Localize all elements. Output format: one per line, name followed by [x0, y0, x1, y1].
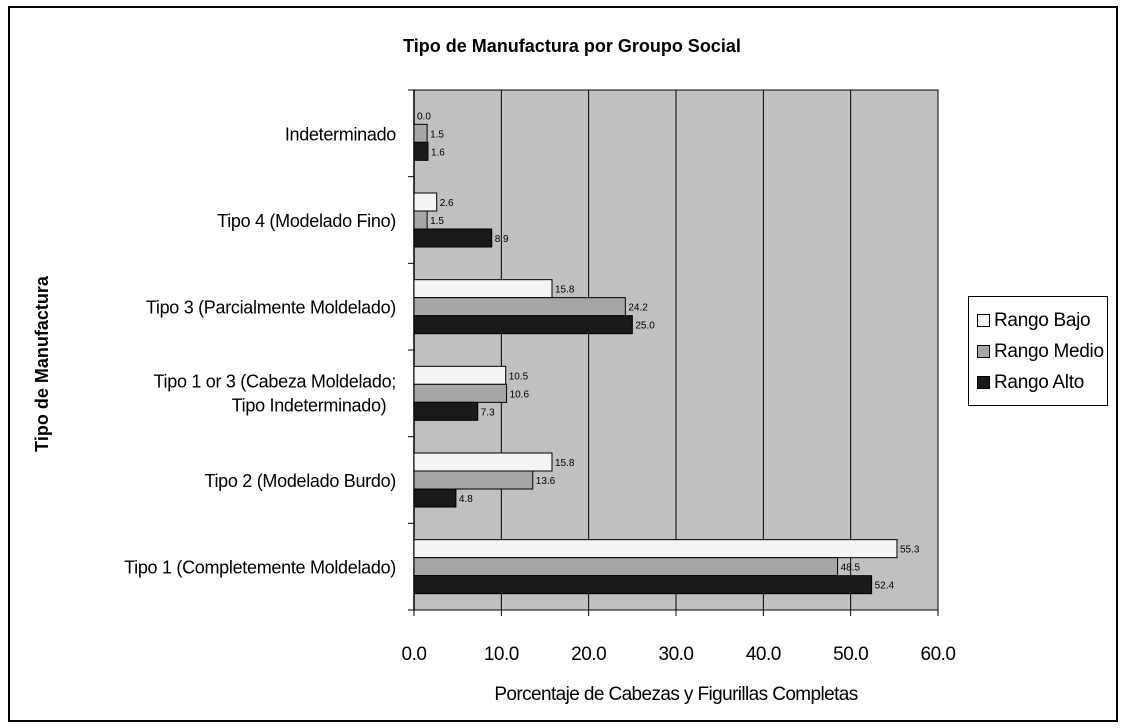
bar	[413, 365, 507, 385]
data-label: 8.9	[495, 234, 509, 245]
bar	[413, 401, 479, 421]
legend-label: Rango Bajo	[994, 309, 1091, 331]
bar	[413, 297, 626, 317]
data-label: 15.8	[555, 285, 575, 296]
x-tick-label: 60.0	[921, 644, 956, 665]
data-label: 7.3	[481, 407, 495, 418]
bar	[413, 210, 428, 230]
x-tick-label: 10.0	[484, 644, 519, 665]
bar	[413, 557, 839, 577]
category-label: Indeterminado	[285, 124, 396, 144]
bar	[413, 141, 429, 161]
data-label: 10.6	[510, 389, 530, 400]
legend-swatch	[977, 345, 990, 358]
data-label: 2.6	[440, 198, 454, 209]
x-tick-label: 50.0	[833, 644, 868, 665]
bar	[413, 383, 508, 403]
legend-item: Rango Medio	[977, 336, 1104, 367]
legend: Rango Bajo Rango Medio Rango Alto	[968, 296, 1108, 406]
legend-item: Rango Alto	[977, 367, 1101, 398]
data-label: 52.4	[875, 581, 895, 592]
bar	[413, 539, 898, 559]
legend-swatch	[977, 376, 990, 389]
category-label: Tipo 2 (Modelado Burdo)	[204, 471, 396, 491]
data-label: 10.5	[509, 371, 529, 382]
data-label: 13.6	[536, 476, 556, 487]
data-label: 1.5	[430, 216, 444, 227]
bar	[413, 123, 428, 143]
legend-label: Rango Medio	[994, 340, 1104, 362]
data-label: 25.0	[635, 321, 655, 332]
x-tick-label: 0.0	[402, 644, 427, 665]
legend-label: Rango Alto	[994, 371, 1084, 393]
category-label: Tipo 1 (Completemente Moldelado)	[124, 558, 396, 578]
bar	[413, 470, 534, 490]
bar	[413, 228, 493, 248]
x-tick-label: 30.0	[659, 644, 694, 665]
category-label: Tipo 1 or 3 (Cabeza Moldelado; Tipo Indet…	[154, 371, 396, 415]
bar	[413, 452, 553, 472]
data-label: 24.2	[628, 303, 648, 314]
data-label: 1.5	[430, 129, 444, 140]
data-label: 0.0	[417, 111, 431, 122]
x-tick-label: 20.0	[571, 644, 606, 665]
chart-title: Tipo de Manufactura por Groupo Social	[403, 36, 741, 56]
legend-item: Rango Bajo	[977, 305, 1101, 336]
data-label: 15.8	[555, 458, 575, 469]
bar	[413, 575, 873, 595]
category-label: Tipo 4 (Modelado Fino)	[217, 211, 396, 231]
bar	[413, 488, 457, 508]
y-axis-label: Tipo de Manufactura	[32, 275, 52, 452]
data-label: 55.3	[900, 545, 920, 556]
data-label: 4.8	[459, 494, 473, 505]
x-axis-label: Porcentaje de Cabezas y Figurillas Compl…	[494, 684, 857, 705]
bar	[413, 315, 633, 335]
bar	[413, 192, 438, 212]
category-label: Tipo 3 (Parcialmente Moldelado)	[146, 298, 396, 318]
data-label: 48.5	[841, 563, 861, 574]
data-label: 1.6	[431, 147, 445, 158]
bar	[413, 279, 553, 299]
x-tick-label: 40.0	[746, 644, 781, 665]
legend-swatch	[977, 314, 990, 327]
